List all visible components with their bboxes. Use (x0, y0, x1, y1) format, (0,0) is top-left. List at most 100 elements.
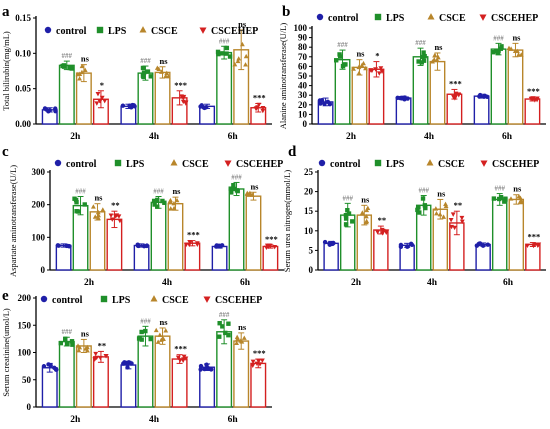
legend-marker-CSCE (427, 13, 435, 20)
x-tick-label: 4h (162, 278, 173, 288)
significance-label: ** (454, 200, 463, 210)
data-point (93, 351, 99, 357)
y-axis-label: Serum urea nitrogen(mmol/L) (282, 170, 292, 273)
bar-LPS (216, 51, 233, 125)
data-point (183, 242, 189, 248)
data-point (525, 243, 530, 249)
data-point (363, 213, 369, 219)
legend-label: control (52, 295, 83, 306)
data-point (152, 202, 157, 207)
legend-label: LPS (386, 159, 405, 170)
x-tick-label: 6h (240, 278, 251, 288)
data-point (153, 327, 159, 333)
data-point (122, 360, 127, 365)
bar-CSCE (429, 60, 446, 125)
bar-LPS (490, 48, 507, 125)
data-point (70, 342, 75, 347)
bar-control (120, 364, 137, 408)
bar-control (475, 243, 491, 271)
data-point (155, 204, 160, 209)
data-point (375, 230, 381, 235)
data-point (236, 56, 242, 61)
significance-label: *** (174, 344, 187, 354)
data-point (95, 92, 101, 97)
significance-label: ns (513, 184, 522, 194)
data-point (217, 334, 222, 339)
data-point (183, 101, 189, 106)
data-point (226, 332, 231, 338)
significance-label: ns (81, 328, 90, 338)
data-point (485, 242, 491, 247)
data-point (254, 361, 260, 367)
data-point (224, 45, 230, 51)
data-point (58, 340, 63, 346)
y-tick-label: 200 (32, 200, 46, 210)
data-point (398, 242, 404, 248)
data-point (44, 107, 49, 112)
significance-label: ### (337, 41, 348, 49)
significance-label: ns (356, 49, 365, 59)
data-point (175, 355, 181, 361)
data-point (159, 69, 164, 74)
data-point (108, 213, 114, 218)
data-point (74, 199, 79, 205)
data-point (256, 359, 262, 364)
data-point (109, 217, 115, 222)
data-point (239, 339, 245, 344)
legend-marker-CSCEHEP (224, 160, 232, 167)
data-point (204, 362, 209, 367)
data-point (243, 62, 248, 67)
significance-label: ### (219, 311, 230, 319)
data-point (408, 241, 414, 247)
data-point (231, 186, 237, 192)
significance-label: ** (378, 215, 387, 225)
data-point (402, 95, 407, 100)
bar-CSCEHEP (525, 243, 541, 271)
bar-CSCEHEP (262, 245, 279, 271)
data-point (435, 54, 441, 60)
data-point (325, 99, 331, 104)
data-point (380, 231, 386, 236)
significance-label: ns (512, 32, 521, 42)
significance-label: ### (62, 52, 73, 60)
data-point (441, 214, 447, 219)
data-point (243, 53, 249, 59)
data-point (132, 104, 137, 109)
legend-label: control (66, 159, 97, 170)
data-point (82, 67, 88, 73)
data-point (451, 95, 456, 100)
data-point (76, 348, 82, 353)
data-point (219, 243, 225, 248)
y-tick-label: 0.00 (15, 119, 31, 129)
data-point (365, 205, 371, 211)
bar-control (323, 242, 339, 271)
x-tick-label: 2h (346, 132, 357, 142)
bar-LPS (228, 188, 245, 271)
y-tick-label: 50 (298, 71, 308, 81)
bar-control (211, 245, 228, 271)
bar-CSCEHEP (368, 68, 385, 125)
y-tick-label: 90 (298, 33, 308, 43)
data-point (229, 190, 234, 195)
panel-letter: b (282, 4, 290, 20)
bar-LPS (58, 340, 75, 408)
significance-label: ### (231, 173, 242, 181)
data-point (322, 239, 328, 245)
data-point (223, 330, 228, 336)
legend-marker-CSCE (139, 26, 147, 33)
data-point (433, 206, 439, 211)
data-point (139, 329, 144, 335)
data-point (157, 332, 163, 337)
significance-label: * (100, 80, 104, 90)
y-tick-label: 20 (304, 187, 314, 197)
data-point (373, 67, 378, 72)
significance-label: ** (111, 200, 120, 210)
x-tick-label: 6h (502, 132, 513, 142)
significance-label: *** (187, 230, 200, 240)
legend-marker-CSCE (426, 159, 434, 166)
data-point (264, 243, 270, 249)
significance-label: ns (434, 42, 443, 52)
y-tick-label: 5 (309, 245, 314, 255)
data-point (256, 102, 262, 108)
legend-marker-CSCEHEP (480, 160, 488, 167)
